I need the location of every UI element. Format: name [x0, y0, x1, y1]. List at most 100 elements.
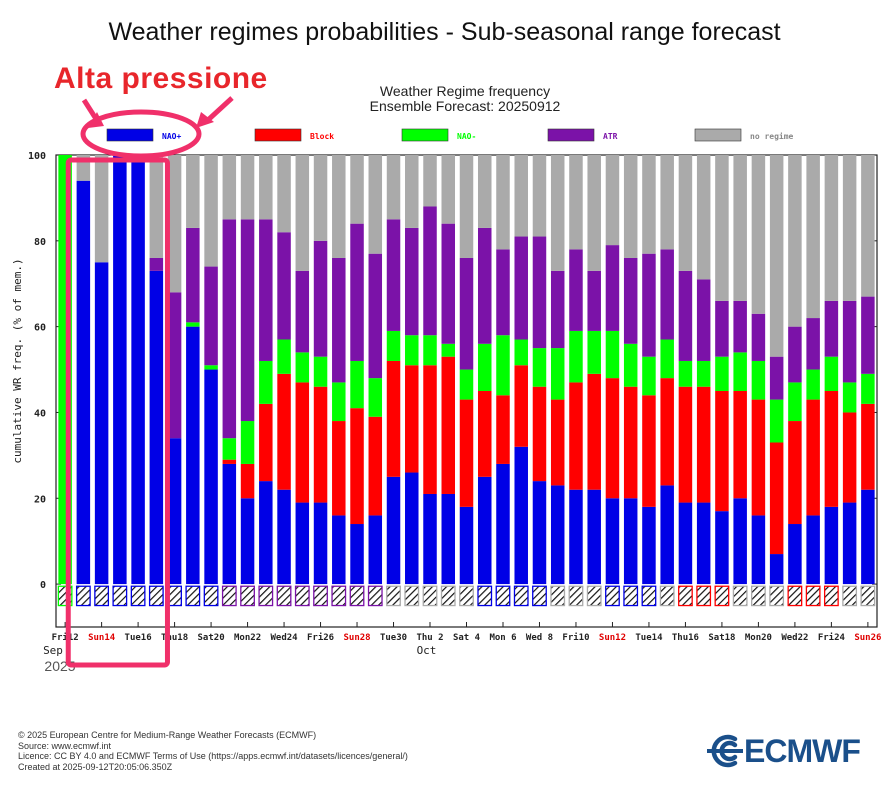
footer-source: Source: www.ecmwf.int [18, 740, 112, 751]
bar-nao_plus [642, 506, 656, 585]
bar-nao_plus [204, 369, 218, 585]
dominant-box-fill [349, 585, 365, 607]
bar-nao_minus [496, 335, 510, 396]
highlight-ellipse [80, 109, 202, 159]
bar-atr [459, 257, 474, 370]
bar-nao_plus [769, 554, 784, 585]
bar-nao_plus [587, 489, 601, 585]
bar-no_regime [386, 155, 401, 220]
dominant-box-nao_plus [513, 585, 529, 607]
bar-atr [605, 245, 620, 331]
dominant-box-fill [75, 585, 91, 607]
bar-atr [477, 227, 492, 344]
bar-atr [368, 253, 383, 379]
dominant-box-fill [787, 585, 803, 607]
dominant-box-fill [313, 585, 328, 607]
dominant-box-fill [294, 585, 310, 607]
bar-nao_minus [405, 335, 419, 366]
bar-atr [441, 223, 456, 344]
bar-atr [733, 300, 747, 353]
bar-atr [514, 236, 528, 340]
bar-block [550, 399, 565, 486]
bar-atr [806, 318, 820, 370]
bar-atr [587, 270, 601, 331]
bar-no_regime [806, 155, 820, 319]
bar-nao_plus [186, 326, 200, 585]
ecmwf-logo-icon [707, 734, 743, 768]
bar-nao_plus [824, 506, 839, 585]
bar-nao_minus [240, 421, 255, 464]
dominant-box-nao_plus [130, 585, 146, 607]
bar-block [861, 403, 875, 490]
bar-no_regime [733, 155, 747, 301]
y-axis-label: cumulative WR freq. (% of mem.) [11, 258, 24, 463]
x-tick-label: Sat18 [708, 633, 735, 643]
bar-no_regime [277, 155, 291, 233]
dominant-box-fill [203, 585, 219, 607]
bar-block [587, 373, 601, 490]
bar-nao_plus [514, 446, 528, 585]
dominant-box-no_regime [404, 585, 420, 607]
footer: © 2025 European Centre for Medium-Range … [18, 730, 408, 772]
bar-nao_plus [222, 463, 237, 585]
x-tick-label: Wed24 [271, 633, 299, 643]
bar-block [623, 386, 638, 499]
bar-block [477, 391, 492, 477]
bar-nao_plus [715, 511, 729, 585]
bar-atr [788, 326, 802, 383]
dominant-box-no_regime [422, 585, 438, 607]
dominant-box-no_regime [550, 585, 566, 607]
legend-label-nao_minus: NAO- [457, 132, 476, 141]
dominant-box-nao_plus [605, 585, 620, 607]
x-tick-label: Thu 2 [416, 633, 443, 643]
bar-nao_minus [587, 330, 601, 374]
dominant-box-fill [550, 585, 566, 607]
x-tick-label: Sat20 [198, 633, 225, 643]
bar-no_regime [350, 155, 364, 224]
bar-no_regime [295, 155, 310, 271]
dominant-box-block [787, 585, 803, 607]
bar-no_regime [477, 155, 492, 228]
bar-atr [678, 270, 693, 361]
bar-nao_plus [259, 481, 273, 585]
legend-label-no_regime: no regime [750, 131, 794, 141]
bar-block [386, 360, 401, 477]
highlight-rectangle [65, 157, 170, 668]
bar-nao_plus [696, 502, 711, 585]
bar-no_regime [167, 155, 182, 293]
dominant-box-fill [568, 585, 584, 607]
dominant-box-fill [459, 585, 474, 607]
x-tick-label: Fri26 [307, 632, 334, 643]
bar-nao_minus [842, 382, 857, 413]
bar-no_regime [569, 155, 583, 250]
bar-atr [861, 296, 875, 374]
bar-nao_plus [678, 502, 693, 585]
dominant-box-nao_plus [185, 585, 201, 607]
bar-block [459, 399, 474, 507]
dominant-box-fill [148, 585, 164, 607]
dominant-box-no_regime [732, 585, 748, 607]
bar-atr [623, 257, 638, 344]
bar-nao_plus [94, 262, 109, 585]
bar-nao_minus [350, 360, 364, 409]
arrow-right-head [196, 112, 214, 128]
dominant-box-nao_plus [203, 585, 219, 607]
bar-nao_plus [751, 515, 766, 585]
dominant-box-fill [605, 585, 620, 607]
bar-block [788, 421, 802, 525]
chart-title-line1: Weather Regime frequency [379, 83, 551, 99]
bar-block [660, 378, 674, 486]
bar-nao_plus [350, 524, 364, 585]
bar-nao_minus [623, 343, 638, 387]
x-tick-label: Sat 4 [453, 633, 481, 643]
bar-nao_plus [131, 159, 145, 585]
y-tick-label: 0 [40, 580, 46, 591]
bar-block [715, 391, 729, 512]
chart-title-line2: Ensemble Forecast: 20250912 [369, 98, 561, 114]
x-tick-label: Mon20 [745, 633, 772, 643]
x-tick-label: Mon22 [234, 633, 261, 643]
bar-nao_minus [514, 339, 528, 366]
bar-nao_minus [222, 438, 237, 460]
bar-no_regime [313, 155, 328, 241]
x-tick-label: Thu16 [672, 633, 699, 643]
